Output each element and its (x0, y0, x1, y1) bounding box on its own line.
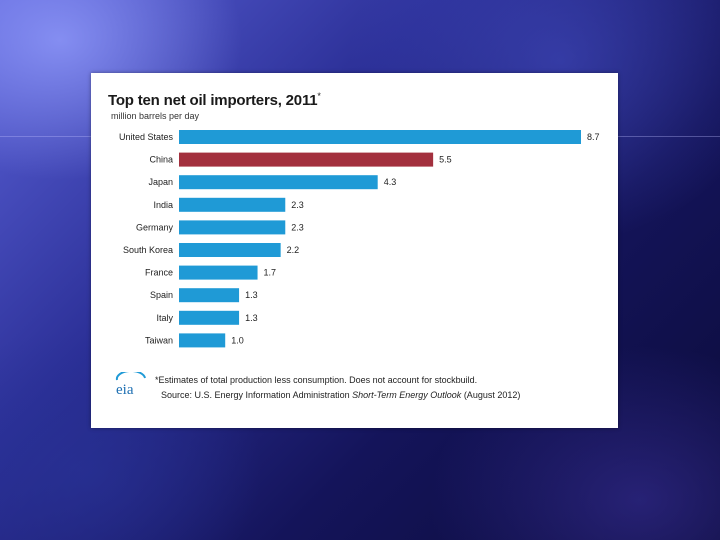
value-label-germany: 2.3 (291, 222, 304, 232)
value-label-taiwan: 1.0 (231, 335, 244, 345)
category-label-united-states: United States (119, 132, 174, 142)
eia-logo: eia (115, 372, 146, 398)
value-label-south-korea: 2.2 (287, 245, 300, 255)
value-label-india: 2.3 (291, 200, 304, 210)
source-note: Source: U.S. Energy Information Administ… (161, 390, 521, 400)
category-label-china: China (149, 155, 173, 165)
category-label-taiwan: Taiwan (145, 335, 173, 345)
bar-japan (179, 175, 378, 190)
chart-subtitle: million barrels per day (111, 111, 200, 121)
value-label-france: 1.7 (264, 268, 277, 278)
eia-logo-text: eia (116, 382, 134, 398)
bar-france (179, 265, 258, 280)
chart-title: Top ten net oil importers, 2011* (108, 91, 321, 109)
category-label-south-korea: South Korea (123, 245, 173, 255)
category-label-india: India (153, 200, 173, 210)
footnote: *Estimates of total production less cons… (155, 375, 478, 385)
chart-footer: eia *Estimates of total production less … (113, 370, 613, 410)
category-label-france: France (145, 268, 173, 278)
value-label-italy: 1.3 (245, 313, 258, 323)
bar-taiwan (179, 333, 226, 348)
bar-china (179, 152, 434, 167)
title-asterisk: * (317, 91, 321, 101)
bar-united-states (179, 130, 581, 144)
bar-chart: United States 8.7 China 5.5 Japan 4.3 India 2.3… (119, 130, 600, 348)
bar-south-korea (179, 243, 281, 257)
category-label-spain: Spain (150, 290, 173, 300)
value-label-spain: 1.3 (245, 290, 258, 300)
value-label-japan: 4.3 (384, 177, 397, 187)
category-label-japan: Japan (148, 177, 173, 187)
bar-india (179, 197, 286, 212)
bar-italy (179, 310, 240, 325)
bar-spain (179, 288, 240, 303)
category-label-italy: Italy (156, 313, 173, 323)
category-label-germany: Germany (136, 222, 174, 232)
bar-germany (179, 220, 286, 235)
value-label-china: 5.5 (439, 155, 452, 165)
chart-card: Top ten net oil importers, 2011* million… (91, 73, 618, 428)
value-label-united-states: 8.7 (587, 132, 600, 142)
